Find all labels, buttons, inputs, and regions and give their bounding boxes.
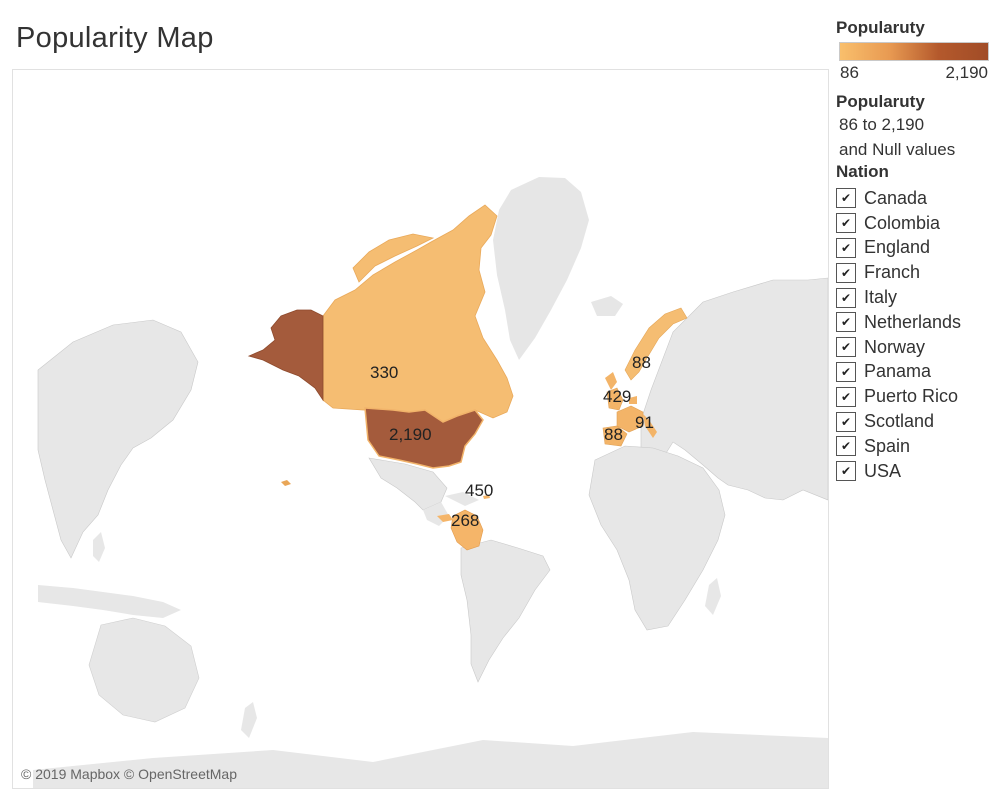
nation-filter-item[interactable]: ✔ Canada — [836, 186, 996, 211]
range-filter-title: Popularuty — [836, 92, 925, 111]
eurasia — [640, 277, 828, 501]
nation-label: Norway — [864, 336, 926, 357]
philippines — [93, 532, 105, 562]
nation-filter-item[interactable]: ✔ Italy — [836, 285, 996, 310]
japan — [143, 395, 173, 432]
nation-label: Canada — [864, 187, 928, 208]
east-asia — [37, 319, 199, 559]
map-view[interactable]: 2,190 330 450 268 88 429 88 91 © 2019 Ma… — [12, 69, 829, 789]
label-england: 429 — [603, 387, 631, 406]
madagascar — [705, 578, 721, 615]
canada-islands[interactable] — [352, 233, 435, 283]
checkbox[interactable]: ✔ — [836, 213, 856, 234]
greenland — [493, 177, 589, 360]
checkbox[interactable]: ✔ — [836, 436, 856, 457]
nation-filter-item[interactable]: ✔ USA — [836, 459, 996, 484]
netherlands-region[interactable] — [629, 396, 637, 404]
nation-filter-item[interactable]: ✔ Scotland — [836, 409, 996, 434]
nation-label: Panama — [864, 361, 932, 382]
colombia-region[interactable] — [450, 509, 484, 551]
nation-label: Netherlands — [864, 311, 962, 332]
caribbean — [445, 492, 479, 506]
gradient-min-label: 86 — [840, 63, 859, 82]
label-panama: 450 — [465, 481, 493, 500]
nation-filter-item[interactable]: ✔ Franch — [836, 260, 996, 285]
checkbox[interactable]: ✔ — [836, 337, 856, 358]
gradient-labels: 86 2,190 — [840, 63, 988, 83]
nation-filter-item[interactable]: ✔ Netherlands — [836, 310, 996, 335]
checkbox[interactable]: ✔ — [836, 188, 856, 209]
hawaii-region[interactable] — [281, 480, 291, 486]
norway-region[interactable] — [624, 307, 688, 381]
world-map[interactable]: 2,190 330 450 268 88 429 88 91 — [13, 70, 828, 788]
nation-label: Scotland — [864, 411, 935, 432]
nation-filter-list: ✔ Canada ✔ Colombia ✔ England ✔ Franch ✔… — [836, 186, 996, 484]
south-america — [460, 539, 551, 683]
checkbox[interactable]: ✔ — [836, 262, 856, 283]
nation-label: Colombia — [864, 212, 941, 233]
color-legend-title: Popularuty — [836, 18, 925, 37]
label-colombia: 268 — [451, 511, 479, 530]
nation-label: Spain — [864, 435, 911, 456]
spain-region[interactable] — [602, 425, 628, 447]
label-italy: 91 — [635, 413, 654, 432]
england-region[interactable] — [606, 387, 624, 411]
scotland-region[interactable] — [605, 372, 617, 390]
range-filter[interactable]: Popularuty 86 to 2,190 and Null values — [836, 92, 996, 162]
nation-label: USA — [864, 460, 902, 481]
nation-filter-item[interactable]: ✔ Panama — [836, 360, 996, 385]
indonesia — [38, 585, 181, 618]
range-filter-value: 86 to 2,190 — [839, 115, 925, 134]
label-spain: 88 — [604, 425, 623, 444]
panama-region[interactable] — [437, 514, 453, 522]
checkbox[interactable]: ✔ — [836, 287, 856, 308]
checkbox[interactable]: ✔ — [836, 312, 856, 333]
checkbox[interactable]: ✔ — [836, 411, 856, 432]
nation-filter-item[interactable]: ✔ England — [836, 236, 996, 261]
alaska-region[interactable] — [247, 309, 324, 402]
label-usa: 2,190 — [389, 425, 432, 444]
range-filter-null: and Null values — [839, 140, 956, 159]
australia — [88, 617, 200, 723]
checkbox[interactable]: ✔ — [836, 361, 856, 382]
checkbox[interactable]: ✔ — [836, 237, 856, 258]
africa — [588, 445, 726, 631]
label-norway: 88 — [632, 353, 651, 372]
page-title: Popularity Map — [16, 22, 214, 54]
nation-filter-item[interactable]: ✔ Norway — [836, 335, 996, 360]
nation-label: England — [864, 237, 931, 258]
checkbox[interactable]: ✔ — [836, 386, 856, 407]
iceland — [591, 296, 623, 316]
map-attribution[interactable]: © 2019 Mapbox © OpenStreetMap — [21, 766, 237, 782]
nation-label: Italy — [864, 287, 898, 308]
italy-region[interactable] — [643, 414, 657, 438]
nation-filter-title: Nation — [836, 162, 889, 181]
checkbox[interactable]: ✔ — [836, 461, 856, 482]
nation-filter-item[interactable]: ✔ Spain — [836, 434, 996, 459]
color-gradient-bar — [839, 42, 989, 61]
label-canada: 330 — [370, 363, 398, 382]
nation-label: Puerto Rico — [864, 386, 959, 407]
new-zealand — [241, 702, 257, 738]
nation-label: Franch — [864, 262, 921, 283]
gradient-max-label: 2,190 — [945, 63, 988, 82]
nation-filter-item[interactable]: ✔ Puerto Rico — [836, 384, 996, 409]
usa-region[interactable] — [364, 407, 484, 469]
nation-filter-item[interactable]: ✔ Colombia — [836, 211, 996, 236]
puerto-rico-region[interactable] — [483, 495, 490, 499]
antarctica — [33, 732, 828, 788]
legend-panel: Popularuty 86 2,190 Popularuty 86 to 2,1… — [836, 18, 996, 484]
